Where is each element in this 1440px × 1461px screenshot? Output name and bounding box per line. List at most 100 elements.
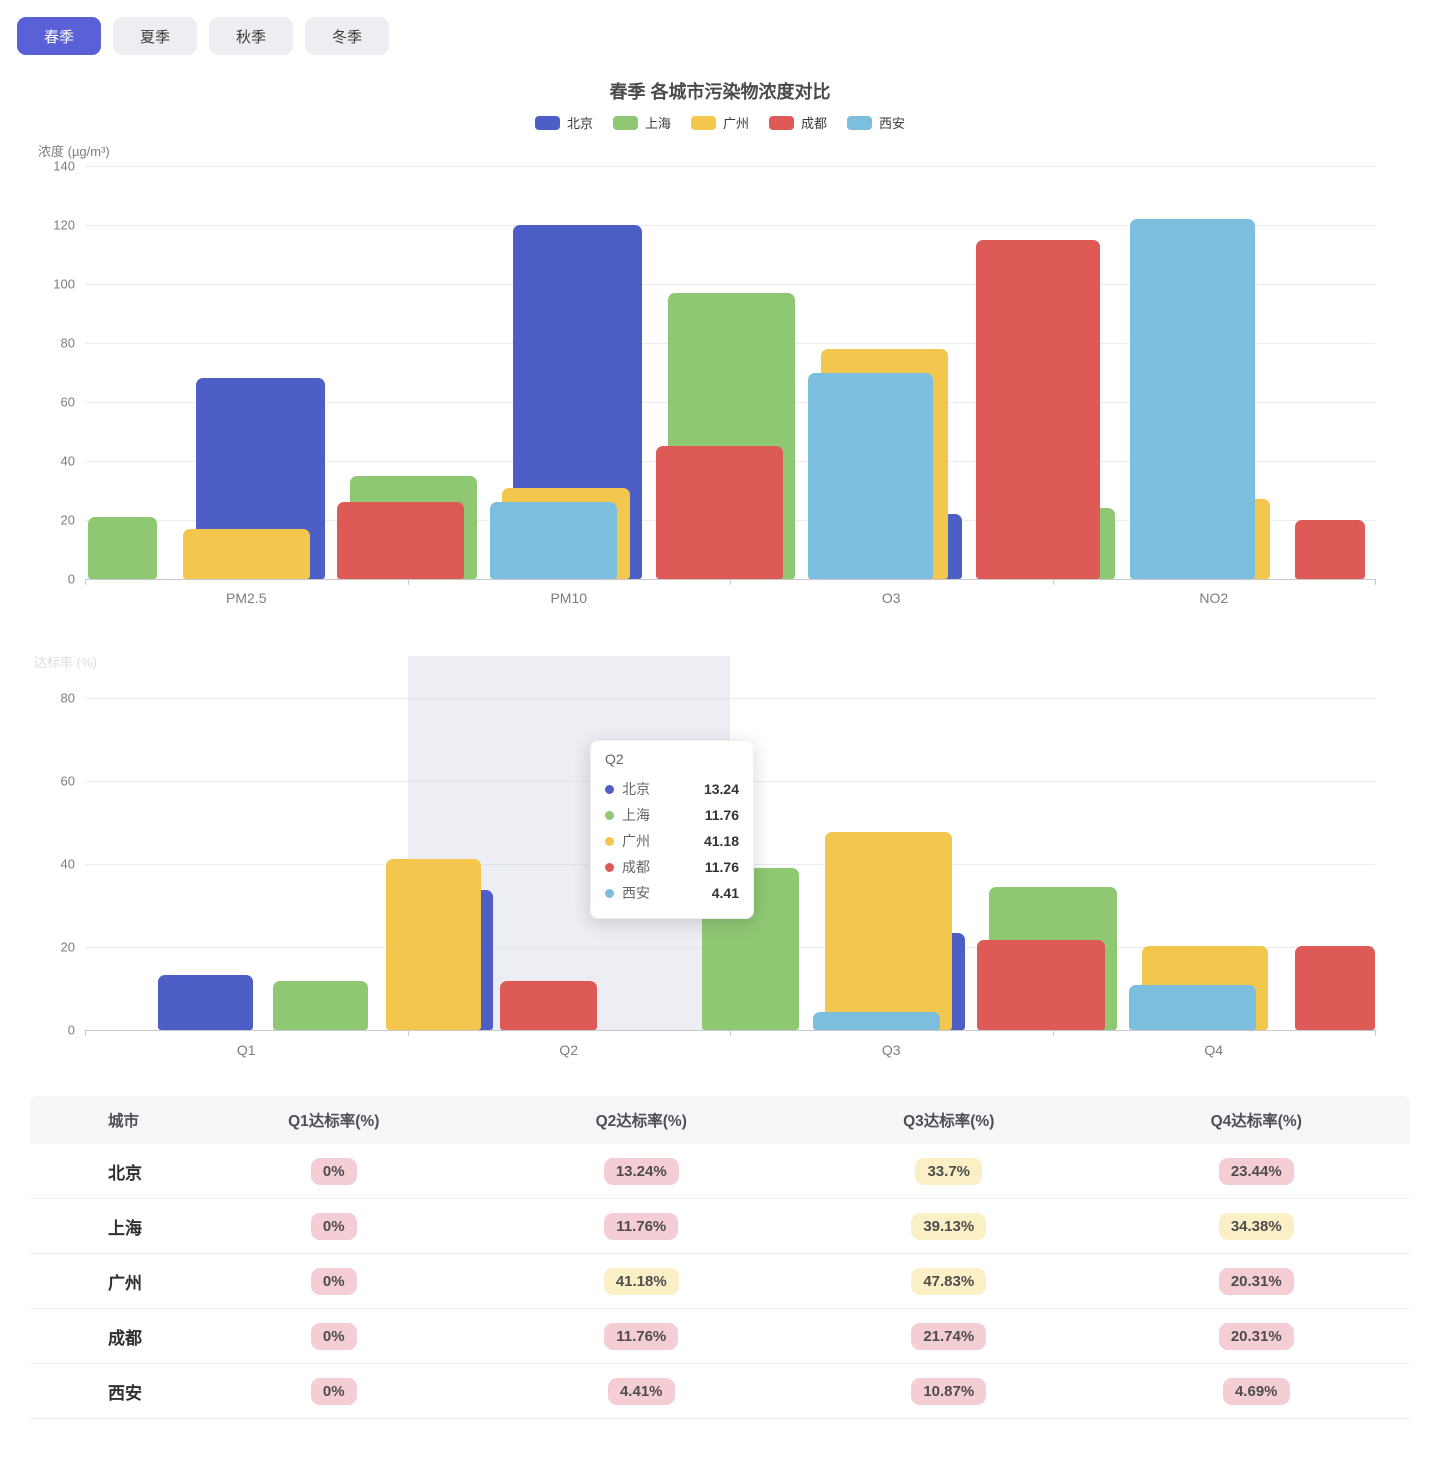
bar-上海-11.76[interactable] [273, 981, 368, 1030]
legend-swatch-icon [612, 115, 638, 130]
y-tick-label: 20 [60, 939, 75, 955]
bar-广州-41.18[interactable] [386, 859, 481, 1030]
tab-春季[interactable]: 春季 [17, 17, 102, 55]
tab-秋季[interactable]: 秋季 [209, 17, 294, 55]
table-header-cell: Q4达标率(%) [1210, 1113, 1302, 1130]
table-value-cell: 0% [180, 1322, 488, 1350]
legend-item-成都[interactable]: 成都 [769, 113, 827, 132]
y-axis-name: 达标率 (%) [34, 655, 97, 670]
table-row: 成都 0% 11.76% 21.74% 20.31% [30, 1309, 1410, 1364]
y-tick-label: 80 [60, 690, 75, 706]
bar-西安-10.87[interactable] [1129, 984, 1256, 1030]
tooltip-row-成都: 成都 11.76 [605, 854, 739, 880]
series-dot-icon [605, 862, 614, 872]
gridline [85, 698, 1375, 699]
table-city-cell: 上海 [108, 1218, 142, 1238]
bar-成都-115[interactable] [976, 239, 1100, 579]
bar-上海-21[interactable] [88, 517, 157, 579]
bar-成都-20[interactable] [1295, 520, 1365, 579]
table-value-cell: 47.83% [795, 1267, 1103, 1295]
x-axis-tick [85, 579, 86, 585]
x-axis-tick [85, 1030, 86, 1036]
series-dot-icon [605, 836, 614, 846]
tooltip-series-name: 广州 [622, 833, 650, 849]
y-tick-label: 120 [53, 217, 75, 233]
bar-广州-17[interactable] [183, 528, 310, 579]
tooltip-row-北京: 北京 13.24 [605, 776, 739, 802]
x-axis-tick [407, 1030, 409, 1036]
y-tick-label: 20 [60, 512, 75, 528]
bar-成都-26[interactable] [337, 502, 464, 579]
tooltip-series-value: 13.24 [703, 781, 739, 797]
bar-成都-21.74[interactable] [977, 939, 1105, 1030]
legend-label: 西安 [879, 116, 906, 131]
x-axis-tick [1052, 579, 1054, 585]
status-badge: 20.31% [1218, 1322, 1294, 1350]
x-tick-label-NO2: NO2 [1199, 590, 1229, 606]
x-axis-tick [1375, 579, 1376, 585]
table-value-cell: 0% [180, 1212, 488, 1240]
status-badge: 33.7% [915, 1157, 983, 1185]
tab-夏季[interactable]: 夏季 [113, 17, 198, 55]
table-header-cell: Q2达标率(%) [595, 1113, 687, 1130]
tooltip-rows: 北京 13.24 上海 11.76 广州 41.18 成都 11.76 西安 4.41 [605, 776, 739, 906]
x-axis-tick [1052, 1030, 1054, 1036]
legend-item-西安[interactable]: 西安 [847, 113, 905, 132]
tooltip-series-value: 4.41 [711, 885, 739, 901]
x-axis-tick [407, 579, 409, 585]
status-badge: 4.69% [1222, 1377, 1290, 1405]
tooltip-row-西安: 西安 4.41 [605, 880, 739, 906]
status-badge: 20.31% [1218, 1267, 1294, 1295]
tooltip-series-value: 41.18 [703, 833, 739, 849]
bar-北京-13.24[interactable] [158, 975, 253, 1030]
series-dot-icon [605, 784, 614, 794]
table-value-cell: 11.76% [488, 1322, 796, 1350]
x-tick-label-Q1: Q1 [236, 1042, 256, 1058]
bar-成都-45[interactable] [656, 446, 783, 579]
status-badge: 13.24% [603, 1157, 679, 1185]
bar-西安-4.41[interactable] [813, 1011, 940, 1030]
chart-title: 春季 各城市污染物浓度对比 [609, 82, 831, 102]
y-tick-label: 60 [60, 773, 75, 789]
tooltip-row-上海: 上海 11.76 [605, 802, 739, 828]
tooltip-series-name: 成都 [622, 859, 650, 875]
gridline [85, 166, 1375, 167]
legend-label: 上海 [644, 116, 671, 131]
table-value-cell: 23.44% [1103, 1157, 1411, 1185]
table-value-cell: 13.24% [488, 1157, 796, 1185]
table-city-cell: 广州 [108, 1273, 142, 1293]
bar-广州-47.83[interactable] [825, 831, 952, 1030]
series-dot-icon [605, 810, 614, 820]
legend-item-广州[interactable]: 广州 [690, 113, 749, 132]
bar-成都-20.31[interactable] [1295, 945, 1375, 1030]
status-badge: 0% [310, 1157, 357, 1185]
legend-swatch-icon [769, 115, 794, 130]
table-row: 西安 0% 4.41% 10.87% 4.69% [30, 1364, 1410, 1419]
y-tick-label: 60 [60, 394, 75, 410]
y-tick-label: 80 [60, 335, 75, 351]
season-tabs: 春季 夏季 秋季 冬季 [17, 17, 390, 55]
table-value-cell: 20.31% [1103, 1322, 1411, 1350]
tab-冬季[interactable]: 冬季 [305, 17, 390, 55]
table-row: 上海 0% 11.76% 39.13% 34.38% [30, 1199, 1410, 1254]
y-tick-label: 40 [60, 856, 75, 872]
bar-西安-26[interactable] [490, 502, 617, 579]
status-badge: 0% [310, 1267, 357, 1295]
table-row: 北京 0% 13.24% 33.7% 23.44% [30, 1144, 1410, 1199]
status-badge: 23.44% [1218, 1157, 1294, 1185]
table-city-cell: 成都 [108, 1328, 142, 1348]
table-value-cell: 0% [180, 1377, 488, 1405]
tooltip-header: Q2 [605, 751, 624, 767]
legend-item-上海[interactable]: 上海 [612, 113, 671, 132]
bar-成都-11.76[interactable] [500, 981, 597, 1030]
table-value-cell: 33.7% [795, 1157, 1103, 1185]
x-tick-label-Q4: Q4 [1204, 1042, 1224, 1058]
compliance-table: 城市 Q1达标率(%) Q2达标率(%) Q3达标率(%) Q4达标率(%) 北京 0% 13… [30, 1096, 1410, 1419]
bar-西安-70[interactable] [808, 372, 933, 579]
bar-西安-122[interactable] [1130, 219, 1255, 579]
table-value-cell: 10.87% [795, 1377, 1103, 1405]
y-tick-label: 140 [53, 158, 75, 174]
table-value-cell: 0% [180, 1157, 488, 1185]
legend-item-北京[interactable]: 北京 [534, 113, 593, 132]
